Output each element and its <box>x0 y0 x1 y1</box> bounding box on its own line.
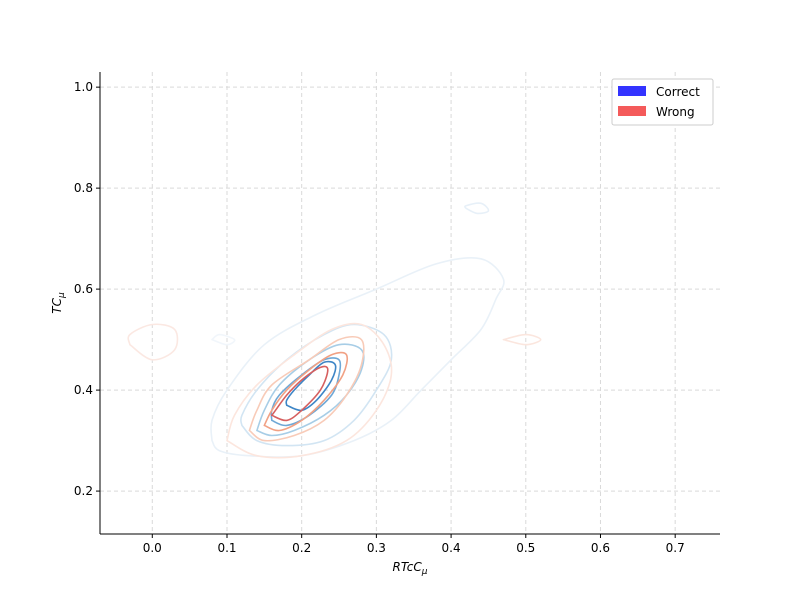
legend-swatch-wrong <box>618 106 646 116</box>
x-tick-label: 0.2 <box>292 541 311 555</box>
contour-correct-level-7 <box>464 202 490 215</box>
legend-label-correct: Correct <box>656 85 700 99</box>
y-axis-label: TCμ <box>50 292 67 314</box>
legend-label-wrong: Wrong <box>656 105 695 119</box>
contour-correct-level-6 <box>211 333 236 346</box>
x-tick-label: 0.6 <box>591 541 610 555</box>
x-tick-label: 0.3 <box>367 541 386 555</box>
x-tick-label: 0.4 <box>442 541 461 555</box>
x-tick-label: 0.7 <box>666 541 685 555</box>
contour-wrong-level-5 <box>271 365 329 422</box>
grid <box>100 72 720 534</box>
y-tick-label: 0.2 <box>74 484 93 498</box>
contour-layer <box>127 202 542 459</box>
x-tick-label: 0.0 <box>143 541 162 555</box>
contour-wrong-level-6 <box>502 333 542 346</box>
contour-wrong-level-1 <box>127 323 179 361</box>
contour-correct-level-5 <box>285 360 337 412</box>
x-tick-label: 0.5 <box>516 541 535 555</box>
contour-wrong-level-3 <box>248 335 365 442</box>
x-ticks: 0.0 0.1 0.2 0.3 0.4 0.5 0.6 0.7 <box>143 534 685 555</box>
x-tick-label: 0.1 <box>217 541 236 555</box>
contour-wrong-level-4 <box>263 351 349 432</box>
contour-wrong-level-2 <box>226 322 393 459</box>
contour-correct-level-2 <box>240 323 393 447</box>
y-tick-label: 1.0 <box>74 80 93 94</box>
y-tick-label: 0.8 <box>74 181 93 195</box>
contour-correct-level-3 <box>256 343 365 437</box>
x-axis-label: RTcCμ <box>393 560 428 577</box>
y-tick-label: 0.4 <box>74 383 93 397</box>
legend-swatch-correct <box>618 86 646 96</box>
y-ticks: 0.2 0.4 0.6 0.8 1.0 <box>74 80 100 498</box>
series-wrong-contours <box>127 322 542 459</box>
y-tick-label: 0.6 <box>74 282 93 296</box>
legend: Correct Wrong <box>611 78 714 126</box>
